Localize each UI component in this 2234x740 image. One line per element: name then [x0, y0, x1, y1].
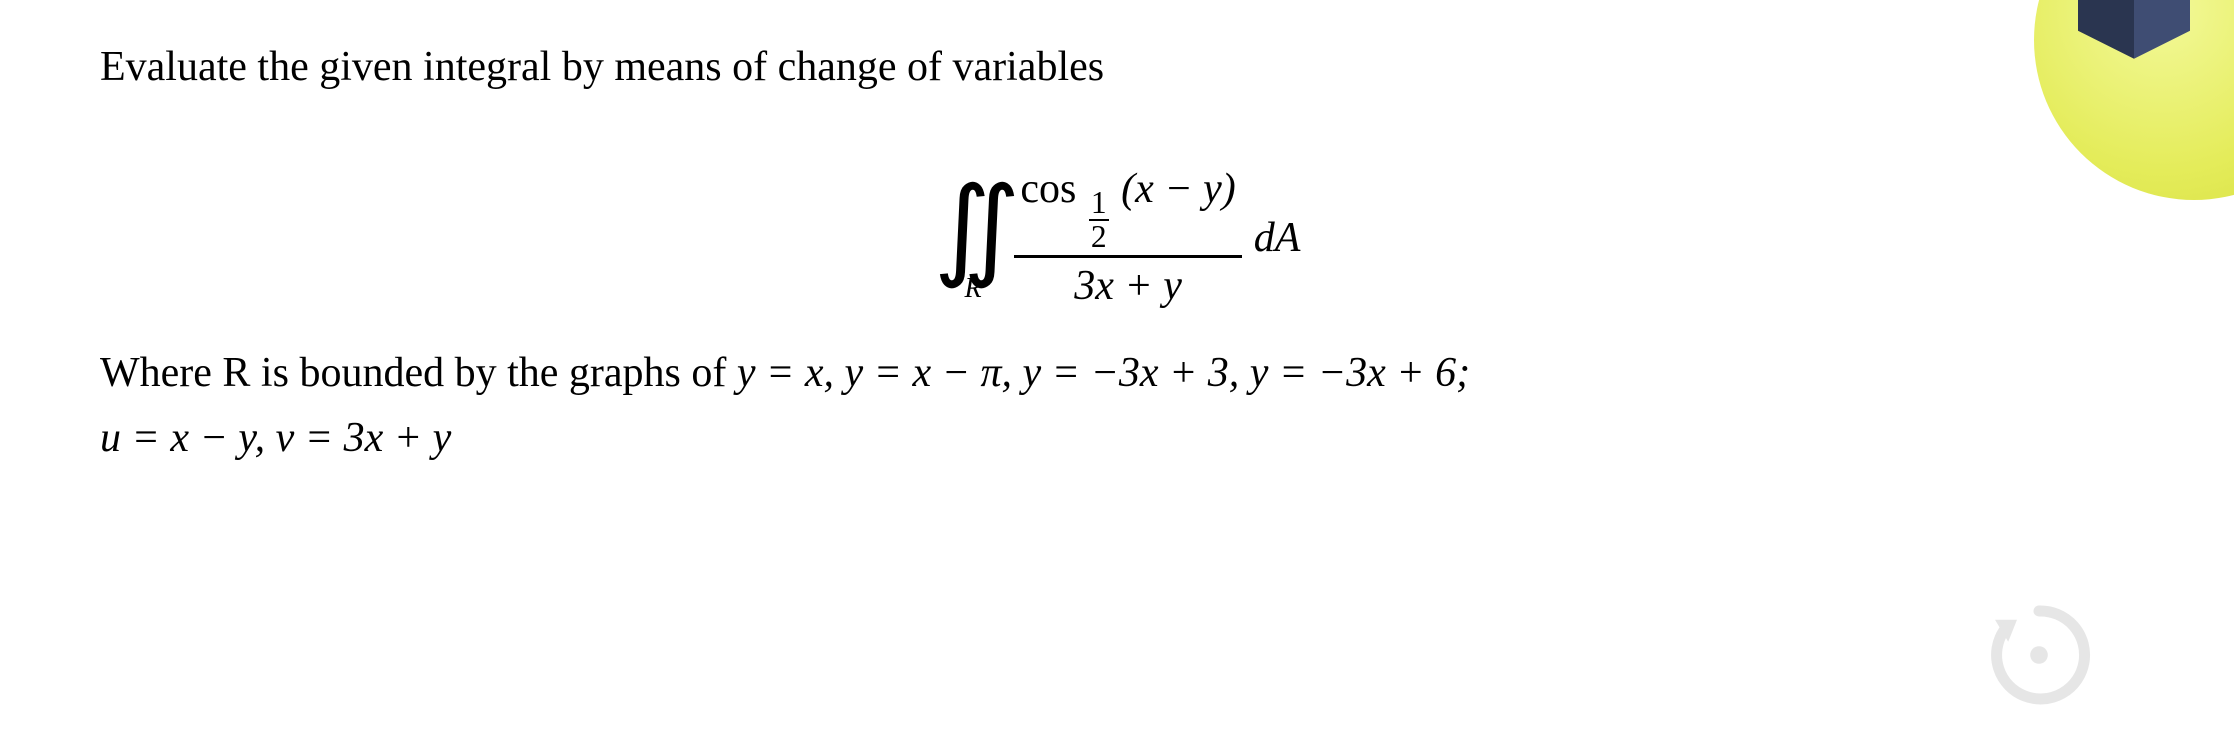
- substitution: u = x − y, v = 3x + y: [100, 415, 451, 461]
- where-equations: y = x, y = x − π, y = −3x + 3, y = −3x +…: [737, 350, 1470, 396]
- double-integral-symbol: ∬: [934, 173, 1003, 283]
- one-half-numerator: 1: [1089, 188, 1109, 218]
- problem-prompt: Evaluate the given integral by means of …: [100, 40, 2134, 95]
- integrand-fraction: cos 1 2 (x − y) 3x + y: [1014, 165, 1241, 311]
- cos-argument: (x − y): [1121, 166, 1236, 212]
- one-half-denominator: 2: [1089, 222, 1109, 252]
- where-prefix: Where R is bounded by the graphs of: [100, 350, 737, 396]
- one-half-fraction: 1 2: [1089, 188, 1109, 252]
- cos-operator: cos: [1020, 166, 1076, 212]
- integral-region-subscript: R: [964, 275, 981, 303]
- integral-expression: ∬ R cos 1 2 (x − y) 3x + y: [100, 165, 2134, 311]
- watermark-icon: [1984, 600, 2094, 710]
- differential: dA: [1254, 214, 1301, 262]
- region-description: Where R is bounded by the graphs of y = …: [100, 341, 2134, 471]
- integrand-denominator: 3x + y: [1068, 262, 1188, 310]
